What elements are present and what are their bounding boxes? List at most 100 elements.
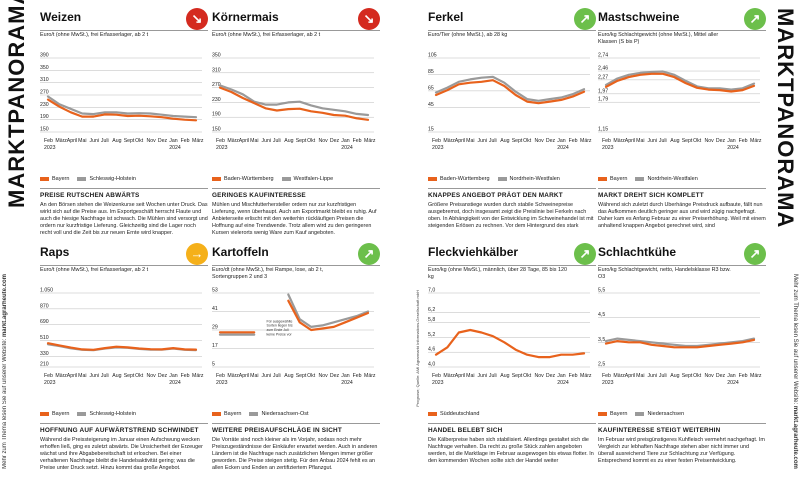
x-tick-label: Okt — [523, 138, 532, 144]
x-tick-label: Jan — [557, 138, 565, 144]
y-tick-label: 150 — [40, 127, 49, 133]
left-sidebar: MARKTPANORAMA Mehr zum Thema lesen Sie a… — [0, 0, 30, 477]
legend-label: Bayern — [52, 411, 70, 417]
panel-title: Fleckviehkälber — [428, 245, 519, 259]
y-tick-label: 1,79 — [598, 97, 608, 103]
chart-panel-mastschweine: Mastschweine ↗ Euro/kg Schlachtgewicht (oh… — [598, 8, 766, 238]
series-line-niedersachsen-ost — [287, 293, 370, 329]
unit-label: Euro/Tier (ohne MwSt.), ab 28 kg — [428, 32, 508, 38]
annotation-text: Für ausgewählte — [267, 319, 293, 323]
website-link[interactable]: markt.agrarheute.com — [792, 405, 798, 469]
x-tick-label: Dez — [330, 373, 340, 379]
legend: Baden-Württemberg Nordrhein-Westfalen — [428, 176, 560, 182]
x-tick-label: März — [55, 373, 67, 379]
x-tick-label: März — [55, 138, 67, 144]
y-tick-label: 53 — [212, 288, 218, 294]
unit-label: Euro/kg (ohne MwSt.), männlich, über 28 … — [428, 267, 567, 280]
legend-item: Bayern — [212, 411, 241, 417]
panel-title: Raps — [40, 245, 70, 259]
x-tick-label: Feb — [739, 373, 748, 379]
right-sidebar: MARKTPANORAMA Mehr zum Thema lesen Sie a… — [770, 0, 800, 477]
x-tick-label: Juni — [478, 138, 488, 144]
y-tick-label: 3,5 — [598, 337, 605, 343]
legend-label: Bayern — [224, 411, 242, 417]
x-tick-year: 2024 — [727, 145, 739, 151]
x-tick-label: Mai — [250, 373, 258, 379]
series-line-baden-w-rttemberg — [434, 79, 586, 105]
divider — [598, 265, 766, 266]
chart-panel-schlachtkuehe: Schlachtkühe ↗ Euro/kg Schlachtgewicht, ne… — [598, 243, 766, 473]
divider — [428, 30, 596, 31]
x-tick-year: 2023 — [44, 145, 56, 151]
legend-item: Baden-Württemberg — [428, 176, 490, 182]
divider — [428, 423, 596, 424]
website-link[interactable]: markt.agrarheute.com — [2, 274, 8, 338]
x-tick-label: Aug — [500, 138, 509, 144]
article-headline: HOFFNUNG AUF AUFWÄRTSTREND SCHWINDET — [40, 427, 199, 434]
legend: Bayern Schleswig-Holstein — [40, 176, 136, 182]
divider — [40, 188, 208, 189]
divider — [598, 423, 766, 424]
x-tick-label: Okt — [693, 138, 702, 144]
x-tick-label: Okt — [135, 138, 144, 144]
x-tick-label: April — [455, 373, 465, 379]
y-tick-label: 330 — [40, 351, 49, 357]
x-tick-label: Juni — [262, 373, 272, 379]
x-tick-label: Juni — [648, 138, 658, 144]
x-tick-label: Feb — [216, 373, 225, 379]
legend-swatch — [598, 177, 607, 181]
x-tick-label: Sept — [124, 138, 135, 144]
legend: Bayern Schleswig-Holstein — [40, 411, 136, 417]
article-headline: GERINGES KAUFINTERESSE — [212, 192, 306, 199]
legend-item: Süddeutschland — [428, 411, 479, 417]
x-tick-label: März — [192, 373, 204, 379]
x-tick-label: Dez — [546, 138, 556, 144]
x-tick-label: Feb — [432, 373, 441, 379]
annotation-text: Sorten liegen bis — [267, 324, 293, 328]
x-tick-label: Aug — [284, 138, 293, 144]
x-tick-label: Juni — [90, 373, 100, 379]
legend-item: Nordrhein-Westfalen — [497, 176, 560, 182]
article-text: Mühlen und Mischfutterhersteller ordern … — [212, 202, 377, 236]
legend-swatch — [497, 177, 507, 181]
legend-label: Niedersachsen-Ost — [261, 411, 309, 417]
x-tick-label: Nov — [146, 373, 156, 379]
x-tick-label: April — [239, 373, 249, 379]
panel-title: Schlachtkühe — [598, 245, 677, 259]
x-tick-label: Feb — [353, 138, 362, 144]
x-tick-label: Nov — [146, 138, 156, 144]
article-text: Größere Preisanstiege wurden durch stabi… — [428, 202, 594, 229]
x-tick-label: Feb — [216, 138, 225, 144]
x-tick-label: Nov — [704, 138, 714, 144]
legend: Baden-Württemberg Westfalen-Lippe — [212, 176, 333, 182]
x-tick-label: Dez — [546, 373, 556, 379]
arrow-down-right-icon: ↘ — [186, 8, 208, 30]
x-tick-label: März — [580, 138, 592, 144]
x-tick-label: Jan — [169, 373, 177, 379]
arrow-right-icon: → — [186, 243, 208, 265]
y-tick-label: 4,0 — [428, 362, 435, 368]
article-headline: MARKT DREHT SICH KOMPLETT — [598, 192, 704, 199]
x-tick-label: Mai — [466, 373, 474, 379]
x-tick-label: Nov — [534, 138, 544, 144]
y-tick-label: 1.050 — [40, 288, 53, 294]
legend-swatch — [40, 177, 49, 181]
legend-item: Bayern — [40, 176, 69, 182]
series-line-schleswig-holstein — [46, 95, 198, 119]
website-note: Mehr zum Thema lesen Sie auf unserer Web… — [792, 274, 798, 469]
x-tick-year: 2024 — [341, 145, 353, 151]
legend-swatch — [635, 412, 645, 416]
x-tick-label: März — [580, 373, 592, 379]
y-tick-label: 350 — [40, 65, 49, 71]
divider — [212, 265, 380, 266]
x-tick-label: Mai — [636, 373, 644, 379]
x-tick-label: Sept — [296, 138, 307, 144]
annotation-text: zum Ende Juli — [267, 328, 289, 332]
article-headline: WEITERE PREISAUFSCHLÄGE IN SICHT — [212, 427, 342, 434]
x-tick-label: Juli — [101, 138, 109, 144]
unit-label: Euro/t (ohne MwSt.), frei Erfasserlager,… — [212, 32, 321, 38]
